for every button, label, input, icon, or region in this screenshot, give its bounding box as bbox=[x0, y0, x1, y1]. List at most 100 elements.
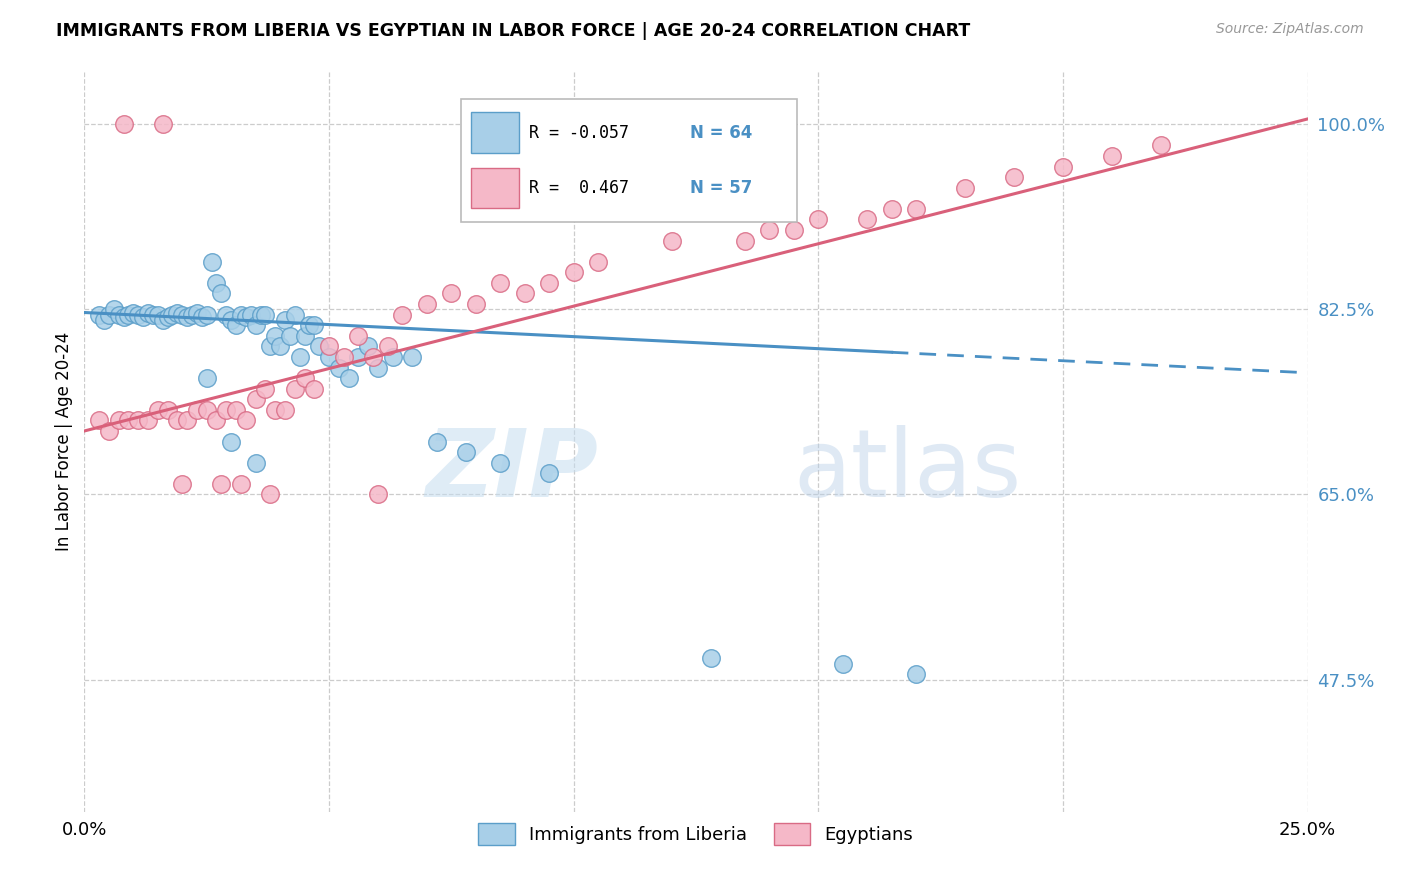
Point bbox=[235, 310, 257, 324]
Point bbox=[97, 424, 120, 438]
Point bbox=[361, 350, 384, 364]
Point bbox=[391, 308, 413, 322]
Point bbox=[513, 286, 536, 301]
Point bbox=[205, 276, 228, 290]
Point bbox=[205, 413, 228, 427]
Point bbox=[318, 350, 340, 364]
Point bbox=[152, 117, 174, 131]
Point bbox=[332, 350, 354, 364]
Point bbox=[239, 308, 262, 322]
Point bbox=[156, 402, 179, 417]
Point bbox=[807, 212, 830, 227]
Point bbox=[318, 339, 340, 353]
Point bbox=[905, 667, 928, 681]
Point bbox=[259, 487, 281, 501]
Point bbox=[562, 265, 585, 279]
Point bbox=[489, 276, 512, 290]
Point bbox=[229, 308, 252, 322]
Point bbox=[195, 308, 218, 322]
Point bbox=[264, 328, 287, 343]
Legend: Immigrants from Liberia, Egyptians: Immigrants from Liberia, Egyptians bbox=[470, 814, 922, 855]
Point bbox=[127, 413, 149, 427]
Point bbox=[538, 467, 561, 481]
Point bbox=[93, 313, 115, 327]
Point bbox=[215, 308, 238, 322]
Point bbox=[186, 402, 208, 417]
Point bbox=[176, 310, 198, 324]
Point bbox=[245, 392, 267, 407]
Point bbox=[162, 308, 184, 322]
Point bbox=[249, 308, 271, 322]
Point bbox=[136, 305, 159, 319]
Point bbox=[186, 305, 208, 319]
Point bbox=[880, 202, 903, 216]
Point bbox=[357, 339, 380, 353]
Point bbox=[132, 310, 155, 324]
Point bbox=[304, 382, 326, 396]
Point bbox=[166, 305, 188, 319]
Point bbox=[219, 434, 242, 449]
Point bbox=[152, 313, 174, 327]
Point bbox=[856, 212, 879, 227]
Point bbox=[254, 382, 277, 396]
Point bbox=[347, 328, 370, 343]
Point bbox=[235, 413, 257, 427]
Point bbox=[699, 651, 721, 665]
Point bbox=[416, 297, 439, 311]
Point bbox=[294, 328, 316, 343]
Point bbox=[377, 339, 399, 353]
Text: ZIP: ZIP bbox=[425, 425, 598, 517]
Text: IMMIGRANTS FROM LIBERIA VS EGYPTIAN IN LABOR FORCE | AGE 20-24 CORRELATION CHART: IMMIGRANTS FROM LIBERIA VS EGYPTIAN IN L… bbox=[56, 22, 970, 40]
Point bbox=[254, 308, 277, 322]
Point bbox=[284, 382, 307, 396]
Point bbox=[953, 180, 976, 194]
Point bbox=[215, 402, 238, 417]
Point bbox=[229, 476, 252, 491]
Point bbox=[191, 310, 214, 324]
Point bbox=[112, 310, 135, 324]
Point bbox=[107, 308, 129, 322]
Point bbox=[278, 328, 301, 343]
Point bbox=[219, 313, 242, 327]
Point bbox=[831, 657, 853, 671]
Point bbox=[87, 308, 110, 322]
Point bbox=[308, 339, 330, 353]
Point bbox=[225, 402, 247, 417]
Point bbox=[381, 350, 404, 364]
Point bbox=[1002, 170, 1025, 185]
Point bbox=[1101, 149, 1123, 163]
Point bbox=[156, 310, 179, 324]
Point bbox=[127, 308, 149, 322]
Point bbox=[367, 360, 389, 375]
Point bbox=[195, 402, 218, 417]
Y-axis label: In Labor Force | Age 20-24: In Labor Force | Age 20-24 bbox=[55, 332, 73, 551]
Point bbox=[195, 371, 218, 385]
Point bbox=[440, 286, 463, 301]
Point bbox=[1052, 160, 1074, 174]
Point bbox=[200, 254, 222, 268]
Point bbox=[117, 413, 139, 427]
Point bbox=[181, 308, 204, 322]
Point bbox=[136, 413, 159, 427]
Point bbox=[304, 318, 326, 333]
Point bbox=[112, 117, 135, 131]
Point bbox=[259, 339, 281, 353]
Point bbox=[347, 350, 370, 364]
Point bbox=[97, 308, 120, 322]
Point bbox=[905, 202, 928, 216]
Point bbox=[783, 223, 806, 237]
Point bbox=[464, 297, 486, 311]
Point bbox=[166, 413, 188, 427]
Point bbox=[538, 276, 561, 290]
Point bbox=[328, 360, 350, 375]
Point bbox=[489, 456, 512, 470]
Text: atlas: atlas bbox=[794, 425, 1022, 517]
Point bbox=[454, 445, 477, 459]
Point bbox=[274, 402, 297, 417]
Point bbox=[172, 308, 194, 322]
Text: Source: ZipAtlas.com: Source: ZipAtlas.com bbox=[1216, 22, 1364, 37]
Point bbox=[274, 313, 297, 327]
Point bbox=[426, 434, 449, 449]
Point bbox=[87, 413, 110, 427]
Point bbox=[142, 308, 165, 322]
